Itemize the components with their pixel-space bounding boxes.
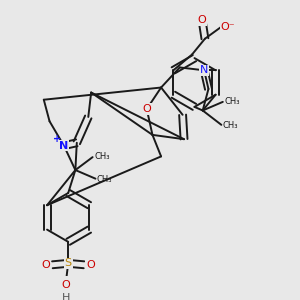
Text: H: H <box>62 293 71 300</box>
Text: CH₃: CH₃ <box>97 175 112 184</box>
Text: O: O <box>198 15 206 25</box>
Text: +: + <box>52 134 61 144</box>
Text: O: O <box>61 280 70 290</box>
Text: O: O <box>86 260 95 270</box>
Text: O: O <box>142 104 151 114</box>
Text: O⁻: O⁻ <box>220 22 235 32</box>
Text: CH₃: CH₃ <box>224 97 240 106</box>
Text: N: N <box>200 65 208 75</box>
Text: N: N <box>59 141 68 151</box>
Text: CH₃: CH₃ <box>94 152 110 161</box>
Text: CH₃: CH₃ <box>223 121 238 130</box>
Text: O: O <box>42 260 50 270</box>
Text: S: S <box>64 258 72 268</box>
